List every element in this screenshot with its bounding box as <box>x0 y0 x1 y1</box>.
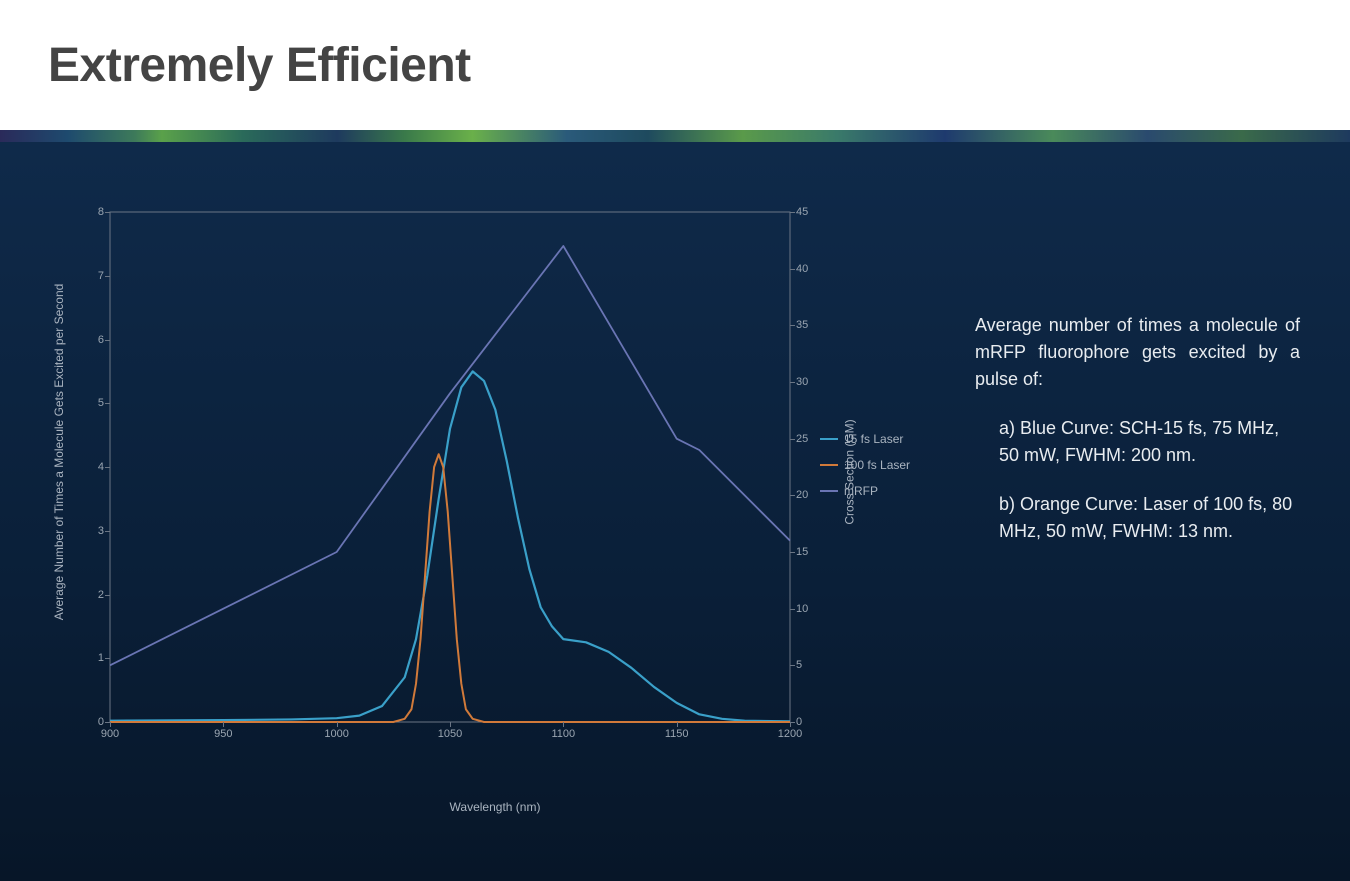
y-left-tick: 2 <box>98 589 110 601</box>
legend-item: mRFP <box>820 484 910 498</box>
y-left-tick: 4 <box>98 461 110 473</box>
legend-swatch <box>820 438 838 440</box>
y-right-tick: 25 <box>790 433 808 445</box>
x-tick: 1050 <box>438 722 462 740</box>
main-content: Average Number of Times a Molecule Gets … <box>0 142 1350 881</box>
description-item-a: a) Blue Curve: SCH-15 fs, 75 MHz, 50 mW,… <box>975 415 1300 469</box>
y-right-tick: 40 <box>790 263 808 275</box>
page-title: Extremely Efficient <box>48 38 471 93</box>
x-axis-label: Wavelength (nm) <box>450 800 541 814</box>
y-right-tick: 5 <box>790 659 802 671</box>
legend-swatch <box>820 490 838 492</box>
y-right-tick: 30 <box>790 376 808 388</box>
legend-label: 100 fs Laser <box>844 458 910 472</box>
x-tick: 900 <box>101 722 119 740</box>
x-tick: 1000 <box>324 722 348 740</box>
y-right-tick: 20 <box>790 489 808 501</box>
legend-item: 100 fs Laser <box>820 458 910 472</box>
y-left-axis-label: Average Number of Times a Molecule Gets … <box>52 284 66 621</box>
y-left-tick: 1 <box>98 652 110 664</box>
y-left-tick: 6 <box>98 334 110 346</box>
legend-swatch <box>820 464 838 466</box>
legend: 15 fs Laser 100 fs Laser mRFP <box>820 432 910 510</box>
description-item-b: b) Orange Curve: Laser of 100 fs, 80 MHz… <box>975 491 1300 545</box>
description-intro: Average number of times a molecule of mR… <box>975 312 1300 393</box>
series-mrfp <box>110 246 790 665</box>
x-tick: 1100 <box>552 722 576 740</box>
y-right-tick: 15 <box>790 546 808 558</box>
chart-svg <box>110 212 790 722</box>
legend-label: mRFP <box>844 484 878 498</box>
y-right-tick: 45 <box>790 206 808 218</box>
x-tick: 1150 <box>665 722 689 740</box>
y-left-tick: 8 <box>98 206 110 218</box>
legend-item: 15 fs Laser <box>820 432 910 446</box>
y-left-tick: 7 <box>98 270 110 282</box>
y-left-tick: 5 <box>98 397 110 409</box>
y-right-tick: 35 <box>790 319 808 331</box>
chart-container: Average Number of Times a Molecule Gets … <box>60 202 930 822</box>
y-left-tick: 3 <box>98 525 110 537</box>
y-right-tick: 10 <box>790 603 808 615</box>
x-tick: 950 <box>214 722 232 740</box>
series-100-fs-laser <box>110 454 790 722</box>
header: Extremely Efficient <box>0 0 1350 130</box>
plot-area: 0123456780510152025303540459009501000105… <box>110 212 790 722</box>
description-panel: Average number of times a molecule of mR… <box>975 312 1300 567</box>
gradient-divider <box>0 130 1350 142</box>
x-tick: 1200 <box>778 722 802 740</box>
legend-label: 15 fs Laser <box>844 432 903 446</box>
